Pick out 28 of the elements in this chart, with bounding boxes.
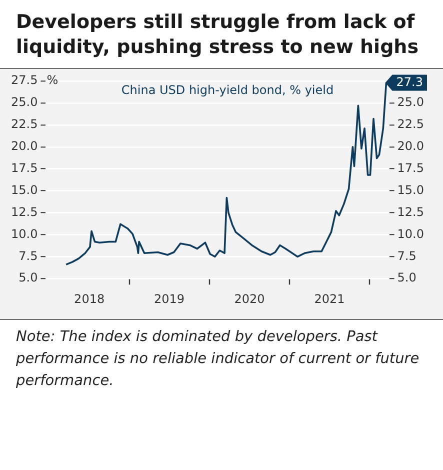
y2-tick-label: 22.5 bbox=[397, 117, 424, 132]
x-tick-label: 2020 bbox=[234, 292, 265, 306]
y-tick-label: 20.0 bbox=[11, 138, 38, 153]
y2-tick-label: 17.5 bbox=[397, 160, 424, 175]
y2-tick-label: 10.0 bbox=[397, 226, 424, 241]
x-tick-label: 2019 bbox=[154, 292, 185, 306]
y2-tick-label: 5.0 bbox=[397, 270, 416, 285]
y-tick-label: 15.0 bbox=[11, 182, 38, 197]
y-tick-label: 27.5 bbox=[11, 73, 38, 88]
y-tick-label: 25.0 bbox=[11, 95, 38, 110]
y-tick-label: 10.0 bbox=[11, 226, 38, 241]
x-tick-label: 2018 bbox=[74, 292, 105, 306]
x-tick-label: 2021 bbox=[314, 292, 345, 306]
y-tick-label: 5.0 bbox=[18, 270, 38, 285]
y-axis-title: % bbox=[46, 73, 58, 88]
text: Note: The index is dominated by developers. Past performance is no reliable indicator of current or future performance. bbox=[16, 328, 420, 391]
y-tick-label: 17.5 bbox=[11, 160, 38, 175]
data-label: 27.3 bbox=[396, 74, 423, 89]
y2-tick-label: 7.5 bbox=[397, 248, 416, 263]
y-tick-label: 22.5 bbox=[11, 117, 38, 132]
y2-tick-label: 25.0 bbox=[397, 95, 424, 110]
y-tick-label: 7.5 bbox=[18, 248, 38, 263]
y-tick-label: 12.5 bbox=[11, 204, 38, 219]
y2-tick-label: 15.0 bbox=[397, 182, 424, 197]
chart-title: Developers still struggle from lack of liquidity, pushing stress to new highs bbox=[0, 0, 443, 69]
y2-tick-label: 12.5 bbox=[397, 204, 424, 219]
annotation: China USD high-yield bond, % yield bbox=[121, 83, 334, 98]
y2-tick-label: 20.0 bbox=[397, 138, 424, 153]
